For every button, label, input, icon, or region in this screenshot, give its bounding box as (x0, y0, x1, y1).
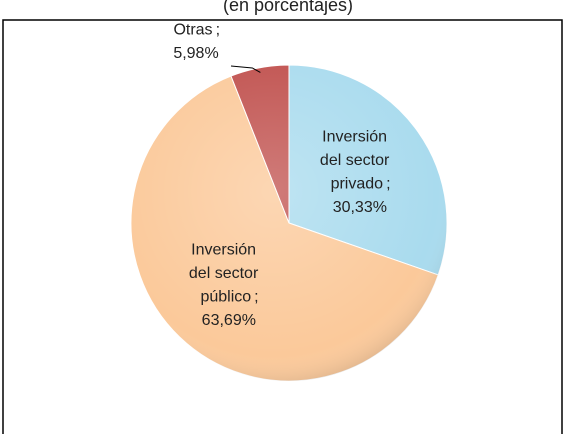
data-label-category: Inversión del sector público (189, 242, 263, 306)
data-label-value: 63,69% (202, 312, 256, 329)
data-label-category: Otras (173, 21, 212, 38)
chart-subtitle: (en porcentajes) (223, 0, 353, 15)
data-label-value: 5,98% (173, 45, 218, 62)
data-label-separator: ; (386, 176, 390, 193)
data-label-separator: ; (216, 21, 220, 38)
data-label-category: Inversión del sector privado (320, 129, 394, 193)
data-label-value: 30,33% (333, 199, 387, 216)
pie (130, 64, 448, 382)
labels: Inversión del sector privado ; 30,33% Inver… (173, 21, 393, 329)
frame (2, 19, 563, 434)
data-label-separator: ; (254, 289, 258, 306)
leader-line (230, 65, 261, 73)
